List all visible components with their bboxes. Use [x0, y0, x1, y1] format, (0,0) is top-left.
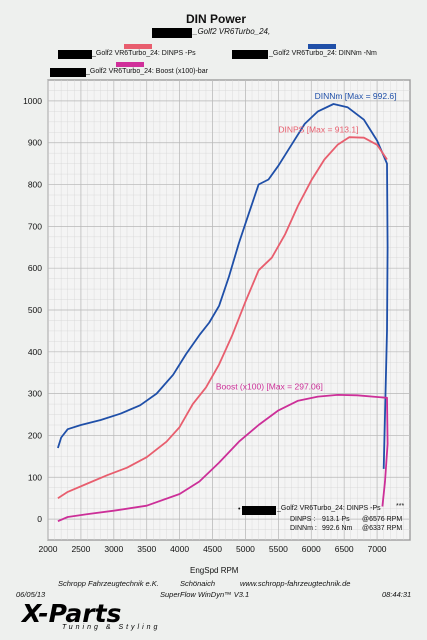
y-tick-label: 300: [28, 389, 42, 399]
redacted-name-1: [152, 28, 192, 38]
series-labels: DINNm [Max = 992.6] DINPS [Max = 913.1] Bo…: [216, 91, 397, 392]
footer-software: SuperFlow WinDyn™ V3.1: [160, 590, 250, 599]
x-tick-label: 5500: [269, 544, 288, 554]
y-tick-label: 600: [28, 263, 42, 273]
y-tick-label: 500: [28, 305, 42, 315]
x-axis-label: EngSpd RPM: [190, 566, 239, 575]
annotation-line2-at: @6337 RPM: [362, 525, 403, 532]
legend-swatch-dinnm: [308, 44, 336, 49]
legend-label-boost: _Golf2 VR6Turbo_24: Boost (x100)-bar: [86, 68, 208, 75]
chart-subtitle: _Golf2 VR6Turbo_24,: [193, 27, 271, 36]
annotation-line1-at: @6576 RPM: [362, 516, 403, 523]
x-tick-label: 4000: [170, 544, 189, 554]
y-tick-label: 200: [28, 430, 42, 440]
series-label-dinps: DINPS [Max = 913.1]: [278, 124, 358, 134]
footer-city: Schönaich: [180, 579, 216, 588]
x-tick-label: 2500: [71, 544, 90, 554]
x-tick-label: 5000: [236, 544, 255, 554]
series-line-boost-x100-: [57, 394, 389, 523]
series-layer: [57, 103, 389, 523]
legend-label-dinps: _Golf2 VR6Turbo_24: DINPS -Ps: [92, 50, 196, 57]
footer-company: Schropp Fahrzeugtechnik e.K.: [58, 579, 159, 588]
annotation-line1-label: DINPS :: [290, 516, 316, 523]
x-parts-logo: X-Parts: [22, 599, 122, 628]
footer-date: 06/05/13: [16, 590, 46, 599]
annotation-dots: ***: [396, 503, 405, 510]
grid: [47, 79, 411, 541]
redacted-name-4: [50, 68, 86, 77]
redacted-name-5: [242, 506, 276, 515]
x-tick-label: 4500: [203, 544, 222, 554]
y-tick-label: 700: [28, 221, 42, 231]
y-tick-label: 1000: [23, 96, 42, 106]
y-tick-label: 400: [28, 347, 42, 357]
redacted-name-3: [232, 50, 268, 59]
footer-time: 08:44:31: [382, 590, 412, 599]
series-label-boost-x100-: Boost (x100) [Max = 297.06]: [216, 381, 323, 391]
annotation-dot: •: [238, 506, 241, 513]
x-tick-label: 2000: [39, 544, 58, 554]
series-line-dinnm: [57, 103, 389, 469]
x-tick-label: 3000: [104, 544, 123, 554]
redacted-name-2: [58, 50, 92, 59]
series-label-dinnm: DINNm [Max = 992.6]: [315, 91, 397, 101]
series-line-dinps: [57, 136, 388, 499]
chart-title: DIN Power: [186, 12, 247, 26]
y-tick-label: 100: [28, 472, 42, 482]
annotation-line2-label: DINNm :: [290, 525, 317, 532]
y-tick-label: 0: [37, 514, 42, 524]
annotation-legend: _Golf2 VR6Turbo_24: DINPS -Ps: [277, 505, 381, 512]
x-tick-label: 3500: [137, 544, 156, 554]
annotation-line1-value: 913.1 Ps: [322, 516, 350, 523]
x-parts-logo-tagline: Tuning & Styling: [62, 624, 161, 631]
y-tick-label: 800: [28, 180, 42, 190]
legend-label-dinnm: _Golf2 VR6Turbo_24: DINNm -Nm: [269, 50, 377, 57]
x-tick-label: 6500: [335, 544, 354, 554]
footer-website: www.schropp-fahrzeugtechnik.de: [240, 579, 351, 588]
annotation-line2-value: 992.6 Nm: [322, 525, 353, 532]
axes: 2000 2500 3000 3500 4000 4500 5000 5500 6000 6500…: [23, 96, 387, 554]
x-tick-label: 6000: [302, 544, 321, 554]
legend-swatch-boost: [116, 62, 144, 67]
legend-swatch-dinps: [124, 44, 152, 49]
x-tick-label: 7000: [368, 544, 387, 554]
y-tick-label: 900: [28, 138, 42, 148]
